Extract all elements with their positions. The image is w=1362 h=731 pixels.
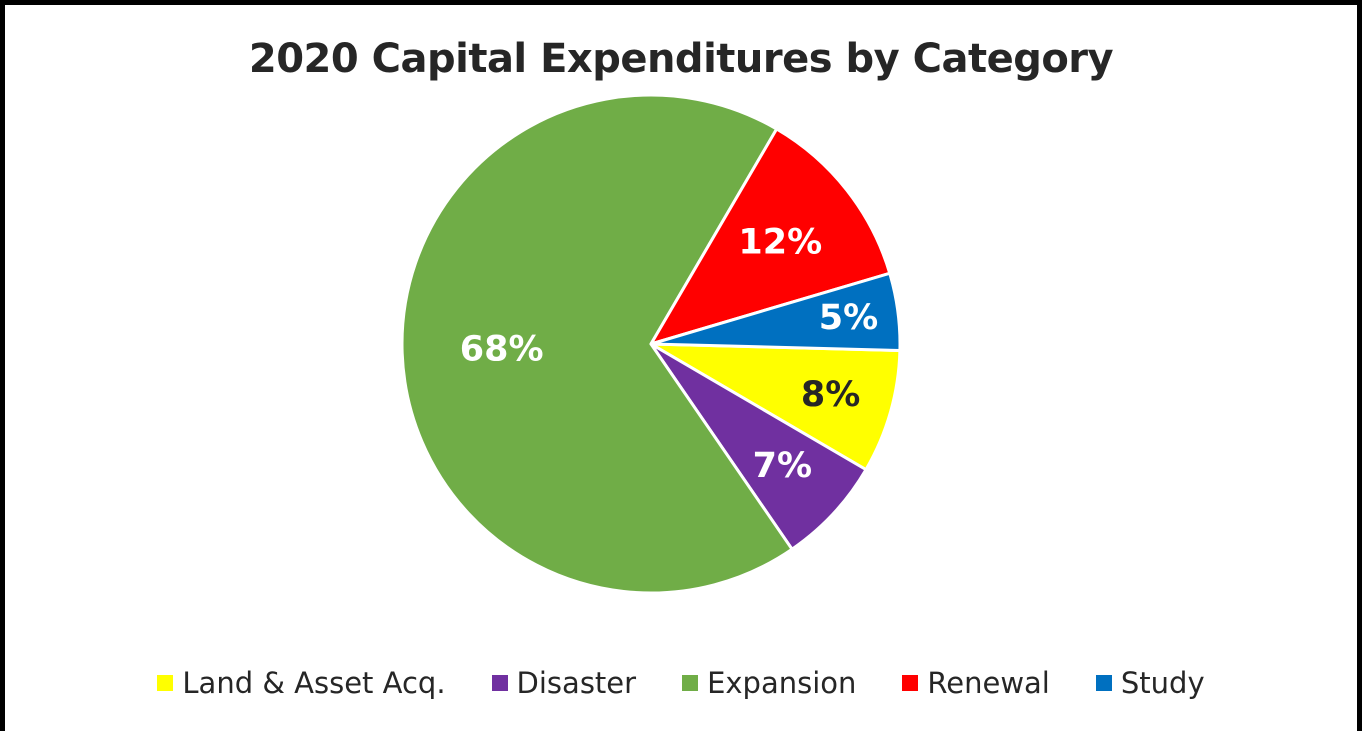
pie-slice-disaster — [649, 342, 868, 551]
data-label-renewal: 12% — [738, 223, 822, 263]
legend-item-land-asset-acq: Land & Asset Acq. — [157, 666, 446, 700]
data-label-land-asset-acq: 8% — [801, 375, 860, 415]
legend-label-renewal: Renewal — [927, 666, 1050, 700]
legend-item-expansion: Expansion — [682, 666, 856, 700]
legend-swatch-expansion — [682, 675, 699, 691]
legend-swatch-study — [1095, 675, 1112, 691]
legend-label-study: Study — [1120, 666, 1205, 700]
data-label-study: 5% — [819, 298, 878, 338]
pie-slices — [400, 93, 902, 595]
pie-slice-expansion — [400, 93, 794, 595]
legend-label-land-asset-acq: Land & Asset Acq. — [182, 666, 446, 700]
legend-swatch-land-asset-acq — [157, 675, 174, 691]
data-label-disaster: 7% — [753, 446, 812, 486]
legend-swatch-renewal — [902, 675, 919, 691]
legend-label-expansion: Expansion — [707, 666, 857, 700]
legend-item-renewal: Renewal — [902, 666, 1050, 700]
legend-item-study: Study — [1095, 666, 1205, 700]
pie-slice-land-asset-acq — [649, 342, 902, 472]
legend-label-disaster: Disaster — [516, 666, 637, 700]
legend-item-disaster: Disaster — [491, 666, 637, 700]
chart-title: 2020 Capital Expenditures by Category — [248, 36, 1114, 82]
pie-slice-study — [649, 271, 902, 353]
chart-legend: Land & Asset Acq. Disaster Expansion Renewa… — [0, 666, 1362, 700]
legend-swatch-disaster — [491, 675, 508, 691]
data-label-expansion: 68% — [460, 329, 544, 369]
pie-data-labels: 8% 7% 68% 12% 5% — [460, 223, 878, 486]
